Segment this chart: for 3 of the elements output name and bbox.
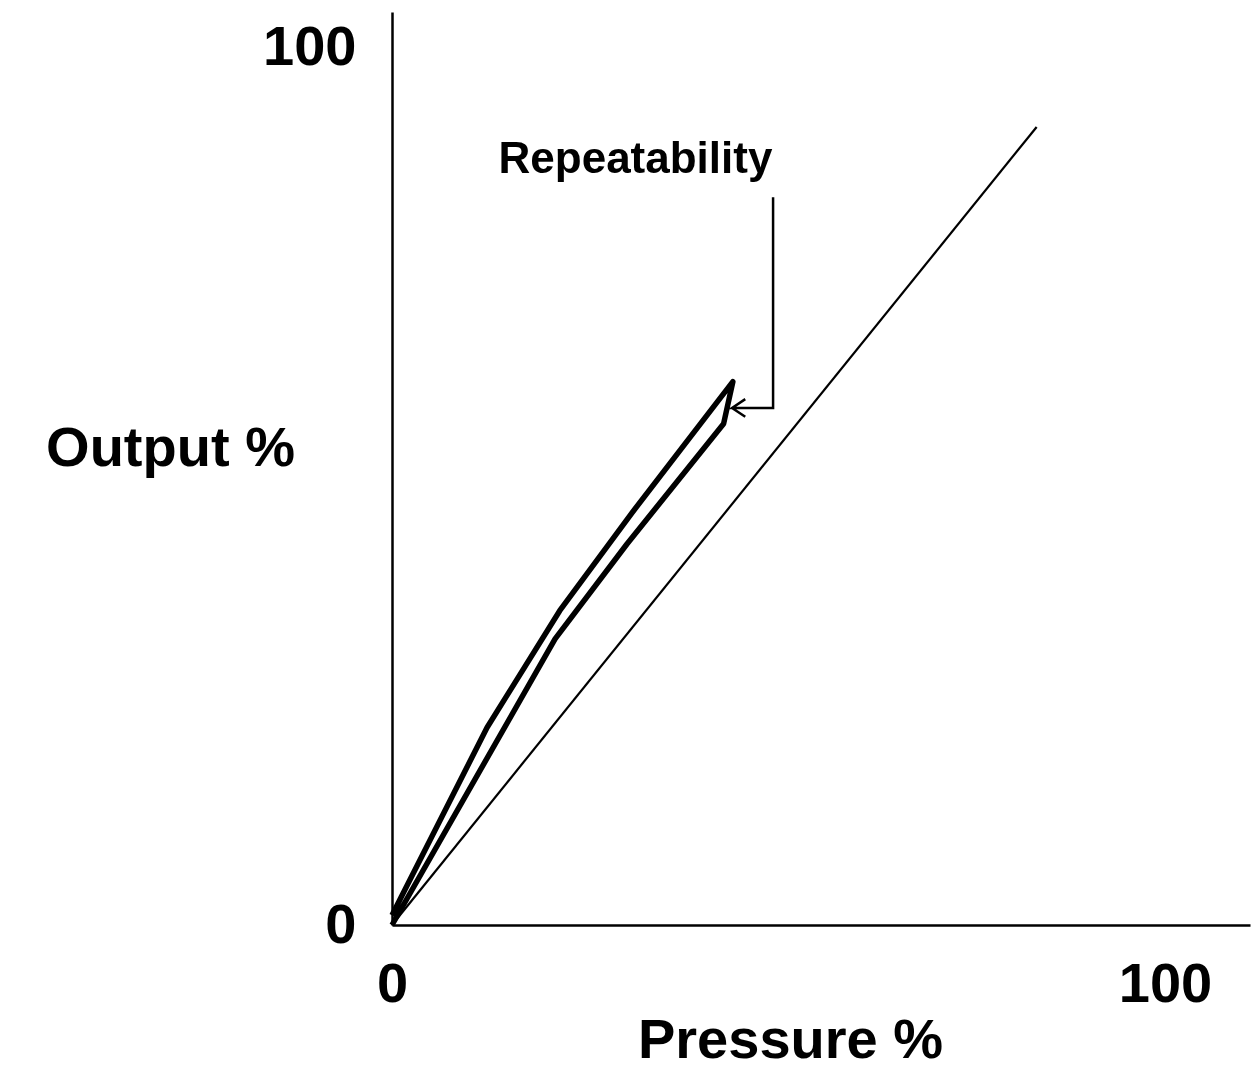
x-axis-title: Pressure % <box>637 1006 944 1068</box>
y-axis-title: Output % <box>46 414 295 478</box>
annotation: Repeatability <box>498 133 773 183</box>
